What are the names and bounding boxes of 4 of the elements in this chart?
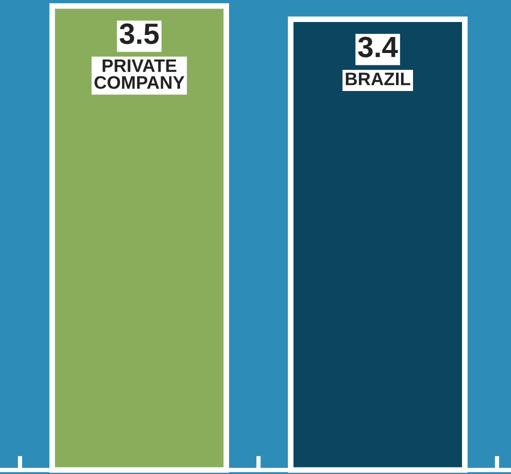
x-tick-label: BRAZIL	[346, 72, 410, 86]
data-label: 3.4	[358, 36, 398, 58]
data-label: 3.5	[120, 23, 159, 44]
x-tick-label: PRIVATE COMPANY	[94, 59, 184, 89]
